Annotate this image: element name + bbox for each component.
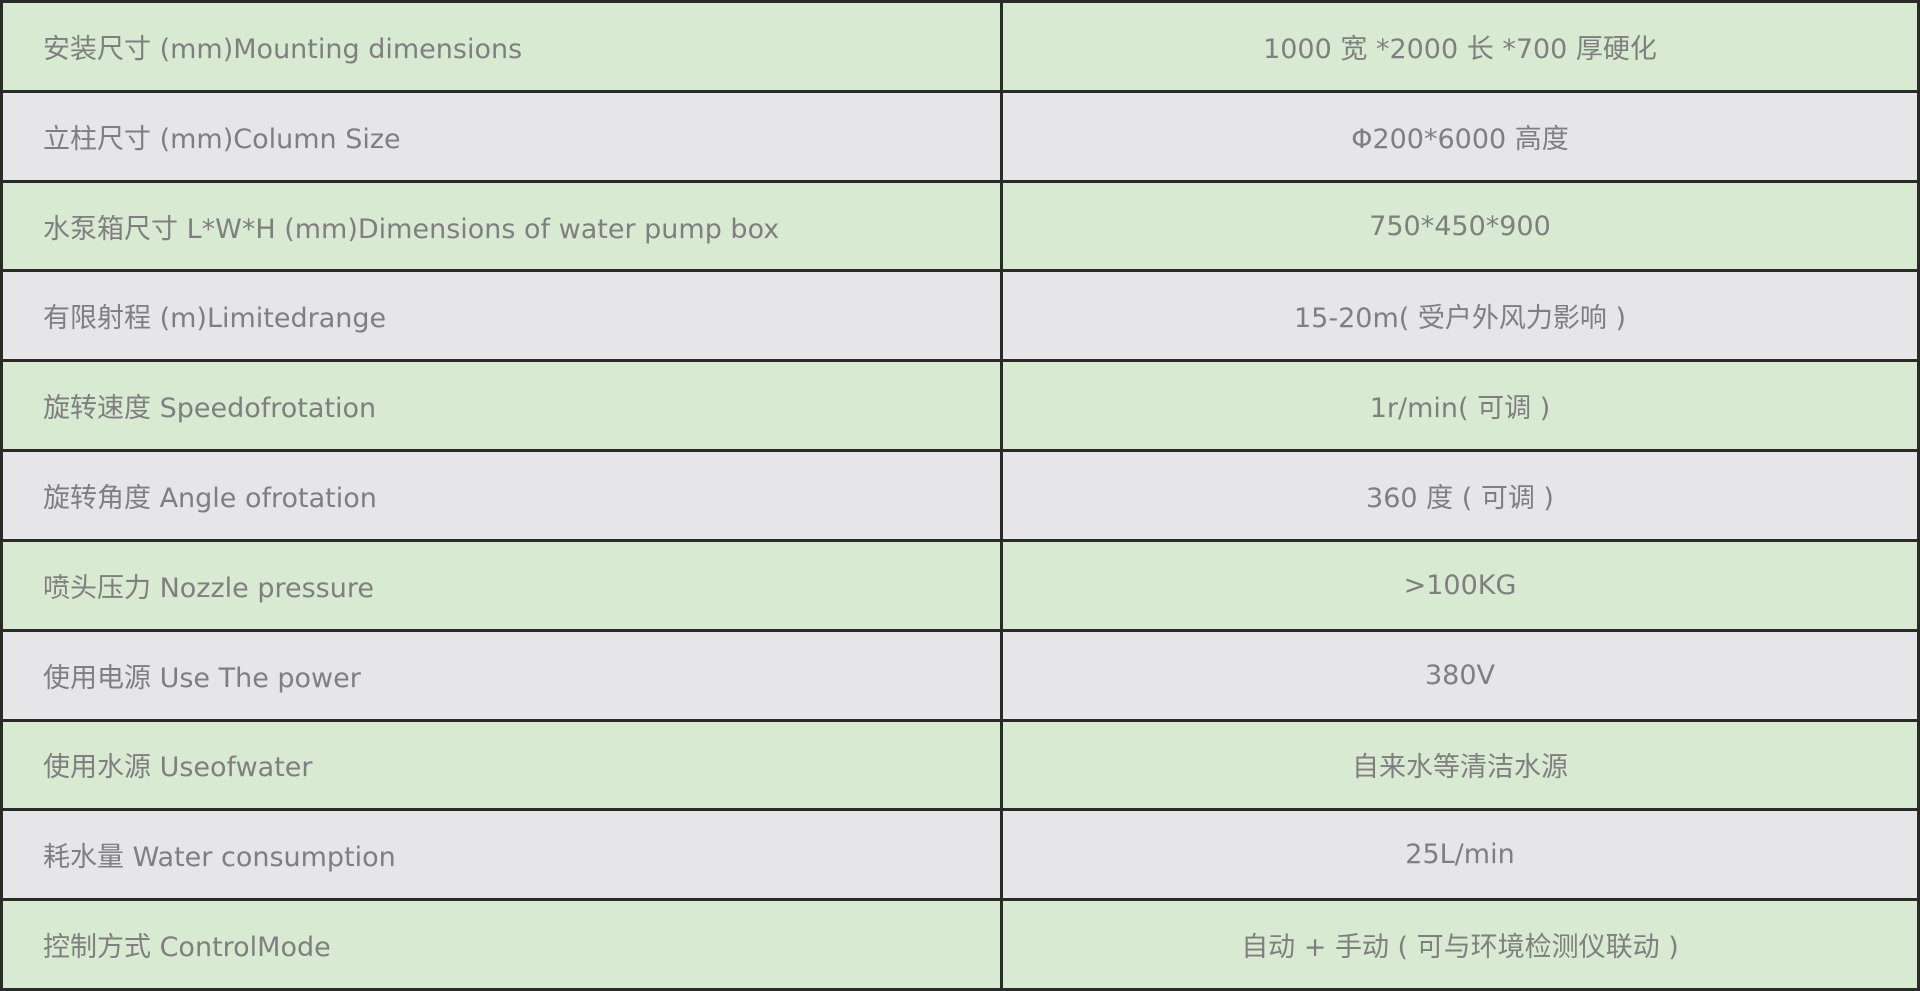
spec-label: 喷头压力 Nozzle pressure [0, 538, 1003, 632]
spec-value: 750*450*900 [1000, 179, 1920, 273]
spec-value: 380V [1000, 628, 1920, 722]
spec-value: 自动 + 手动 ( 可与环境检测仪联动 ) [1000, 898, 1920, 991]
spec-value: 15-20m( 受户外风力影响 ) [1000, 269, 1920, 363]
spec-label: 安装尺寸 (mm)Mounting dimensions [0, 0, 1003, 93]
spec-value: Φ200*6000 高度 [1000, 89, 1920, 183]
spec-label: 旋转角度 Angle ofrotation [0, 449, 1003, 542]
table-row: 安装尺寸 (mm)Mounting dimensions 1000 宽 *2000… [0, 0, 1920, 93]
table-row: 控制方式 ControlMode 自动 + 手动 ( 可与环境检测仪联动 ) [0, 898, 1920, 991]
spec-label: 控制方式 ControlMode [0, 898, 1003, 991]
table-row: 立柱尺寸 (mm)Column Size Φ200*6000 高度 [0, 89, 1920, 183]
table-row: 旋转角度 Angle ofrotation 360 度 ( 可调 ) [0, 449, 1920, 542]
spec-label: 水泵箱尺寸 L*W*H (mm)Dimensions of water pump… [0, 179, 1003, 273]
table-row: 使用水源 Useofwater 自来水等清洁水源 [0, 718, 1920, 812]
table-row: 旋转速度 Speedofrotation 1r/min( 可调 ) [0, 359, 1920, 453]
spec-label: 旋转速度 Speedofrotation [0, 359, 1003, 453]
table-row: 水泵箱尺寸 L*W*H (mm)Dimensions of water pump… [0, 179, 1920, 273]
spec-value: 自来水等清洁水源 [1000, 718, 1920, 812]
spec-value: 25L/min [1000, 808, 1920, 902]
spec-label: 使用电源 Use The power [0, 628, 1003, 722]
table-row: 使用电源 Use The power 380V [0, 628, 1920, 722]
spec-value: 1000 宽 *2000 长 *700 厚硬化 [1000, 0, 1920, 93]
spec-value: 1r/min( 可调 ) [1000, 359, 1920, 453]
spec-value: 360 度 ( 可调 ) [1000, 449, 1920, 542]
table-row: 有限射程 (m)Limitedrange 15-20m( 受户外风力影响 ) [0, 269, 1920, 363]
spec-label: 耗水量 Water consumption [0, 808, 1003, 902]
table-row: 喷头压力 Nozzle pressure >100KG [0, 538, 1920, 632]
table-row: 耗水量 Water consumption 25L/min [0, 808, 1920, 902]
spec-label: 立柱尺寸 (mm)Column Size [0, 89, 1003, 183]
spec-label: 有限射程 (m)Limitedrange [0, 269, 1003, 363]
spec-label: 使用水源 Useofwater [0, 718, 1003, 812]
spec-value: >100KG [1000, 538, 1920, 632]
